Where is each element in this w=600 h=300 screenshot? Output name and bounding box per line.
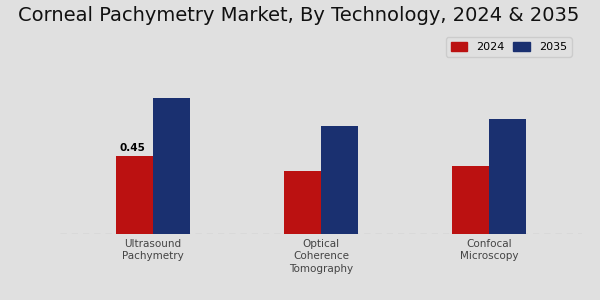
Text: 0.45: 0.45: [119, 143, 145, 153]
Text: Corneal Pachymetry Market, By Technology, 2024 & 2035: Corneal Pachymetry Market, By Technology…: [18, 6, 580, 25]
Bar: [321, 126, 358, 234]
Legend: 2024, 2035: 2024, 2035: [446, 38, 572, 57]
Bar: [152, 98, 190, 234]
Bar: [452, 166, 490, 234]
Bar: [490, 119, 526, 234]
Bar: [116, 156, 152, 234]
Bar: [284, 171, 321, 234]
